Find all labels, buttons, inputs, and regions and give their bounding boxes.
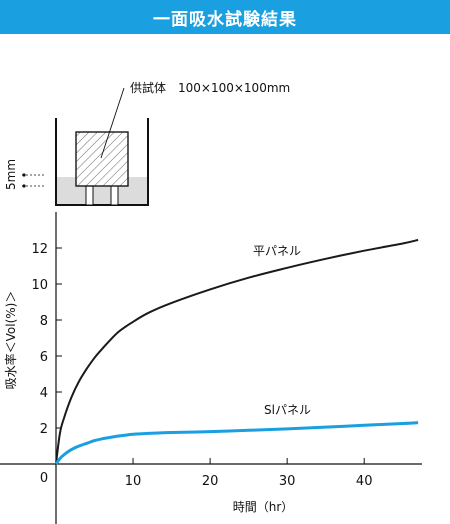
depth-dot-bottom bbox=[22, 184, 26, 188]
y-tick-label: 10 bbox=[31, 278, 48, 293]
specimen-block bbox=[75, 131, 129, 187]
page-title: 一面吸水試験結果 bbox=[0, 0, 450, 34]
series-label-flat-panel: 平パネル bbox=[253, 244, 301, 258]
y-tick-label: 2 bbox=[40, 422, 48, 437]
series-line-sl-panel bbox=[54, 421, 419, 465]
absorption-chart: 2 4 6 8 10 12 10 20 30 40 0 時間（hr） 吸水率＜Vol(%)＞ 平パ… bbox=[0, 212, 422, 524]
x-axis-label: 時間（hr） bbox=[233, 500, 294, 514]
y-axis-label: 吸水率＜Vol(%)＞ bbox=[3, 291, 18, 390]
origin-tick-label: 0 bbox=[40, 471, 48, 486]
x-tick-label: 40 bbox=[356, 474, 373, 489]
x-tick-label: 30 bbox=[279, 474, 296, 489]
y-tick-label: 8 bbox=[40, 314, 48, 329]
y-tick-label: 4 bbox=[40, 386, 48, 401]
support-block-right bbox=[110, 185, 119, 206]
support-block-left bbox=[85, 185, 94, 206]
y-tick-label: 6 bbox=[40, 350, 48, 365]
x-tick-label: 10 bbox=[125, 474, 142, 489]
series-label-sl-panel: Slパネル bbox=[264, 403, 311, 417]
specimen-label: 供試体 100×100×100mm bbox=[130, 80, 290, 95]
specimen-leader-line bbox=[100, 87, 125, 159]
setup-diagram: 供試体 100×100×100mm 5mm bbox=[4, 80, 290, 206]
depth-label: 5mm bbox=[4, 159, 18, 190]
depth-dot-top bbox=[22, 173, 26, 177]
y-tick-label: 12 bbox=[31, 242, 48, 257]
x-tick-label: 20 bbox=[202, 474, 219, 489]
series-line-flat-panel bbox=[55, 238, 419, 465]
water-tray bbox=[55, 118, 149, 206]
